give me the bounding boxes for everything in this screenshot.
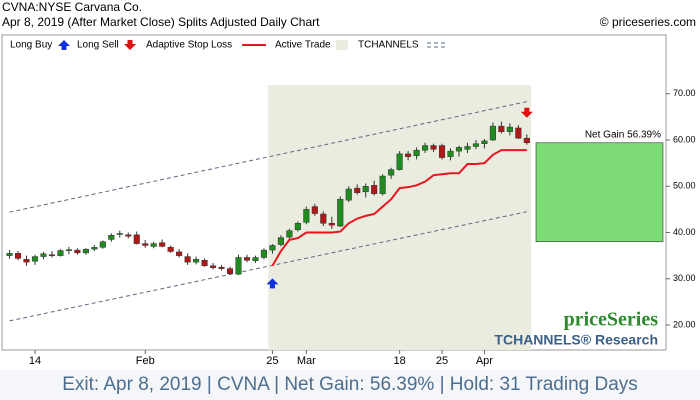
candle-body: [396, 153, 403, 170]
candle-body: [226, 268, 234, 274]
y-tick-label: 20.00: [673, 319, 696, 329]
candle-body: [116, 233, 123, 235]
y-tick-label: 60.00: [673, 134, 696, 144]
candle-body: [150, 243, 157, 247]
net-gain-box: [535, 142, 664, 243]
x-tick-label: Feb: [136, 355, 155, 367]
candle-body: [472, 143, 479, 147]
candle-body: [413, 149, 420, 156]
candle-body: [269, 245, 276, 251]
candle-body: [337, 198, 344, 227]
candle-body: [82, 248, 89, 254]
candle-body: [235, 257, 242, 275]
candle-body: [218, 266, 225, 269]
candle-body: [371, 185, 378, 194]
candle-body: [430, 145, 437, 150]
candle-body: [99, 241, 106, 248]
candle-body: [498, 125, 505, 132]
legend-label: Long Buy: [10, 40, 52, 51]
candle-body: [489, 125, 496, 141]
candle-body: [31, 256, 39, 262]
candle-body: [40, 253, 47, 257]
candle-body: [455, 147, 463, 152]
brand-sub: TCHANNELS® Research: [494, 332, 658, 348]
copyright: © priceseries.com: [600, 15, 696, 29]
y-tick-label: 50.00: [673, 181, 696, 191]
candle-body: [294, 223, 301, 230]
y-tick-label: 70.00: [673, 88, 696, 98]
brand: priceSeries: [564, 309, 659, 331]
footer: Exit: Apr 8, 2019 | CVNA | Net Gain: 56.…: [62, 374, 638, 395]
footer-band: [0, 370, 700, 400]
x-tick-label: 25: [266, 355, 278, 367]
sell-arrow: [520, 107, 533, 118]
candle-body: [362, 186, 369, 193]
candle-body: [65, 249, 72, 251]
active-trade: [268, 85, 532, 350]
candle-body: [176, 251, 183, 256]
candle-body: [260, 249, 267, 258]
symbol: CVNA:NYSE Carvana Co.: [2, 0, 142, 14]
x-tick-label: 14: [29, 355, 41, 367]
candle-body: [14, 253, 22, 259]
candle-body: [193, 259, 200, 263]
candle-body: [184, 256, 191, 263]
subtitle: Apr 8, 2019 (After Market Close) Splits …: [2, 15, 320, 29]
candle-body: [201, 260, 208, 267]
stop-loss-line: [271, 149, 527, 267]
candle-body: [328, 223, 335, 226]
candle-body: [379, 175, 386, 194]
candle-body: [277, 237, 284, 245]
legend-trade: [336, 40, 348, 50]
candle-body: [167, 247, 174, 252]
legend-label: Long Sell: [77, 40, 119, 51]
candle-body: [506, 126, 513, 132]
candle-body: [125, 234, 132, 237]
net-gain-label: Net Gain 56.39%: [585, 129, 661, 140]
candle-body: [108, 235, 115, 240]
legend-sell: [124, 40, 136, 50]
candle-body: [243, 257, 251, 261]
candle-body: [210, 265, 217, 268]
legend-label: Adaptive Stop Loss: [146, 40, 232, 51]
candle-body: [133, 234, 140, 244]
x-tick-label: 25: [436, 355, 448, 367]
candle-body: [515, 127, 522, 139]
x-tick-label: Apr: [476, 355, 493, 367]
legend-buy: [58, 40, 70, 50]
candle-body: [303, 209, 310, 223]
candle-body: [91, 247, 98, 250]
candle-body: [438, 145, 446, 158]
candle-body: [345, 188, 352, 201]
candle-body: [252, 257, 259, 261]
candle-body: [23, 259, 30, 263]
legend-label: Active Trade: [275, 40, 331, 51]
candle-body: [464, 146, 471, 150]
candle-body: [523, 137, 530, 144]
candle-body: [388, 169, 395, 176]
y-tick-label: 40.00: [673, 227, 696, 237]
candle-body: [447, 150, 454, 157]
y-tick-label: 30.00: [673, 273, 696, 283]
candle-body: [320, 213, 327, 224]
candle-body: [159, 242, 166, 247]
candle-body: [57, 250, 64, 256]
x-tick-label: Mar: [297, 355, 316, 367]
candle-body: [6, 253, 13, 256]
candle-body: [354, 187, 361, 193]
buy-arrow: [266, 278, 279, 289]
candle-body: [405, 153, 412, 157]
candle-body: [48, 254, 55, 256]
candle-body: [286, 230, 293, 238]
candle-body: [422, 145, 429, 151]
candle-body: [142, 243, 149, 246]
candle-body: [311, 206, 318, 214]
legend-label: TCHANNELS: [358, 40, 419, 51]
x-tick-label: 18: [393, 355, 405, 367]
candle-body: [74, 249, 81, 254]
candle-body: [481, 140, 488, 144]
